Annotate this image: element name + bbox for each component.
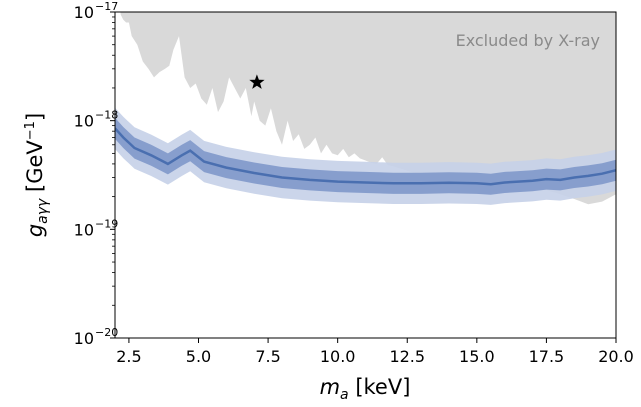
x-tick-label: 7.5 (255, 347, 280, 366)
x-tick-label: 2.5 (116, 347, 141, 366)
plot-area (115, 12, 616, 205)
y-tick-label: 10 (74, 112, 94, 131)
plot-frame (114, 11, 617, 339)
x-tick-label: 10.0 (320, 347, 356, 366)
y-tick-exponent: −18 (95, 109, 118, 122)
y-tick-label: 10 (74, 220, 94, 239)
y-tick-exponent: −20 (95, 326, 118, 339)
y-tick-exponent: −17 (95, 0, 118, 13)
y-axis-label: gaγγ [GeV−1] (23, 113, 51, 237)
x-tick-label: 5.0 (186, 347, 211, 366)
x-tick-label: 12.5 (389, 347, 425, 366)
excluded-annotation: Excluded by X-ray (456, 31, 600, 50)
star-marker (249, 74, 265, 89)
excluded-region (120, 12, 616, 205)
x-axis-label: ma [keV] (320, 375, 411, 403)
median-sensitivity-line (115, 127, 616, 186)
x-tick-label: 20.0 (598, 347, 634, 366)
x-tick-label: 15.0 (459, 347, 495, 366)
x-tick-label: 17.5 (529, 347, 565, 366)
y-tick-exponent: −19 (95, 217, 118, 230)
y-tick-label: 10 (74, 329, 94, 348)
y-tick-label: 10 (74, 3, 94, 22)
one-sigma-band (115, 117, 616, 195)
